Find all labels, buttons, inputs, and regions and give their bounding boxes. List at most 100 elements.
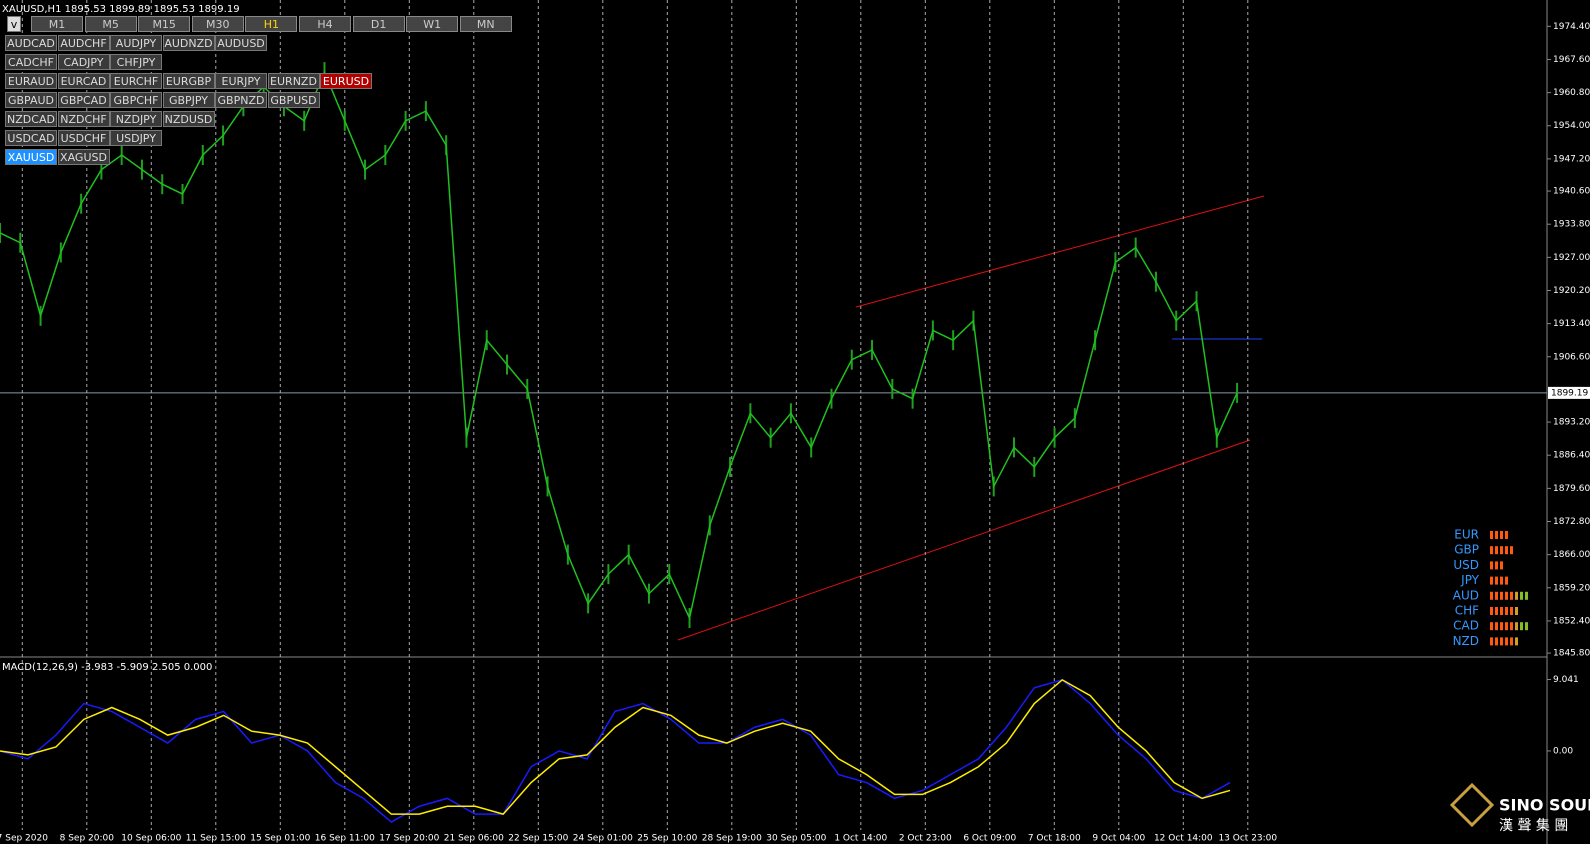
strength-bar	[1490, 622, 1493, 631]
strength-bar	[1490, 576, 1493, 585]
timeframe-button[interactable]: M30	[191, 16, 244, 32]
logo-subtitle: 漢 聲 集 團	[1499, 817, 1568, 834]
timeframe-button[interactable]: M5	[84, 16, 137, 32]
strength-bar	[1520, 622, 1523, 631]
symbol-button[interactable]: GBPCAD	[57, 92, 110, 108]
x-tick-label: 7 Oct 18:00	[1028, 834, 1081, 844]
symbol-button[interactable]: CADJPY	[57, 54, 110, 70]
price-line	[0, 70, 1238, 621]
strength-bar	[1495, 607, 1498, 615]
timeframe-button[interactable]: H1	[245, 16, 298, 32]
symbol-button[interactable]: GBPJPY	[162, 92, 215, 108]
timeframe-button[interactable]: D1	[352, 16, 405, 32]
timeframe-button[interactable]: H4	[299, 16, 351, 32]
symbol-button[interactable]: GBPUSD	[267, 92, 320, 108]
x-tick-label: 22 Sep 15:00	[508, 834, 568, 844]
strength-bar	[1515, 622, 1518, 631]
x-tick-label: 11 Sep 15:00	[186, 834, 246, 844]
strength-bar	[1490, 607, 1493, 615]
y-tick-label: 1927.00	[1553, 253, 1590, 263]
menu-button[interactable]: v	[7, 16, 21, 32]
strength-bar	[1505, 607, 1508, 615]
current-price-box	[1548, 386, 1590, 399]
x-tick-label: 24 Sep 01:00	[573, 834, 633, 844]
strength-bar	[1510, 622, 1513, 631]
strength-bar	[1500, 637, 1503, 646]
symbol-button[interactable]: EURJPY	[215, 73, 267, 89]
symbol-button[interactable]: USDCHF	[57, 130, 110, 146]
strength-bar	[1495, 591, 1498, 600]
strength-bar	[1515, 607, 1518, 615]
strength-bar	[1495, 561, 1498, 570]
symbol-button[interactable]: CADCHF	[5, 54, 57, 70]
timeframe-button[interactable]: M1	[31, 16, 83, 32]
y-tick-label: 1960.80	[1553, 88, 1590, 98]
channel-top	[855, 195, 1265, 308]
currency-label: CAD	[1453, 619, 1479, 633]
y-tick-label: 1940.60	[1553, 187, 1590, 197]
timeframe-button[interactable]: W1	[406, 16, 459, 32]
y-tick-label: 1913.40	[1553, 319, 1590, 329]
currency-label: AUD	[1453, 588, 1479, 602]
symbol-button[interactable]: XAGUSD	[57, 149, 110, 165]
currency-label: JPY	[1460, 573, 1480, 587]
x-tick-label: 12 Oct 14:00	[1154, 834, 1213, 844]
y-tick-label: 1852.40	[1553, 616, 1590, 626]
symbol-button[interactable]: NZDJPY	[110, 111, 162, 127]
strength-bar	[1510, 591, 1513, 600]
timeframe-button[interactable]: MN	[459, 16, 512, 32]
y-tick-label: 1859.20	[1553, 583, 1590, 593]
x-tick-label: 28 Sep 19:00	[702, 834, 762, 844]
y-tick-label: 1974.40	[1553, 22, 1590, 32]
symbol-button[interactable]: EURCAD	[57, 73, 110, 89]
symbol-button[interactable]: EURAUD	[5, 73, 57, 89]
strength-bar	[1500, 546, 1503, 555]
symbol-button[interactable]: AUDJPY	[110, 35, 162, 51]
y-tick-label: 1893.20	[1553, 418, 1590, 428]
x-tick-label: 7 Sep 2020	[0, 834, 48, 844]
symbol-button[interactable]: EURUSD	[320, 73, 372, 89]
strength-bar	[1505, 637, 1508, 646]
symbol-button[interactable]: NZDCHF	[57, 111, 110, 127]
symbol-button[interactable]: EURGBP	[162, 73, 215, 89]
symbol-button[interactable]: GBPAUD	[5, 92, 57, 108]
symbol-button[interactable]: CHFJPY	[110, 54, 162, 70]
y-tick-label: 1954.00	[1553, 121, 1590, 131]
channel-bottom	[677, 439, 1251, 641]
y-tick-label: 1872.80	[1553, 517, 1590, 527]
symbol-button[interactable]: AUDUSD	[215, 35, 267, 51]
y-tick-label: 1845.80	[1553, 649, 1590, 659]
strength-bar	[1510, 637, 1513, 646]
timeframe-button[interactable]: M15	[138, 16, 191, 32]
x-tick-label: 6 Oct 09:00	[963, 834, 1016, 844]
x-tick-label: 17 Sep 20:00	[379, 834, 439, 844]
symbol-button[interactable]: NZDUSD	[162, 111, 215, 127]
symbol-button[interactable]: AUDCHF	[57, 35, 110, 51]
symbol-button[interactable]: EURCHF	[110, 73, 162, 89]
symbol-button[interactable]: AUDCAD	[5, 35, 57, 51]
symbol-button[interactable]: GBPNZD	[215, 92, 267, 108]
y-tick-label: 1886.40	[1553, 451, 1590, 461]
x-tick-label: 8 Sep 20:00	[60, 834, 115, 844]
strength-bar	[1500, 561, 1503, 570]
symbol-button[interactable]: AUDNZD	[162, 35, 215, 51]
macd-title: MACD(12,26,9) -3.983 -5.909 2.505 0.000	[2, 662, 212, 673]
strength-bar	[1510, 607, 1513, 615]
symbol-button[interactable]: USDJPY	[110, 130, 162, 146]
currency-label: NZD	[1453, 634, 1479, 648]
x-tick-label: 13 Oct 23:00	[1218, 834, 1277, 844]
y-tick-label: 9.041	[1553, 675, 1579, 685]
symbol-button[interactable]: NZDCAD	[5, 111, 57, 127]
x-tick-label: 1 Oct 14:00	[834, 834, 887, 844]
currency-label: GBP	[1454, 543, 1479, 557]
strength-bar	[1495, 546, 1498, 555]
symbol-button[interactable]: GBPCHF	[110, 92, 162, 108]
strength-bar	[1505, 546, 1508, 555]
symbol-button[interactable]: XAUUSD	[5, 149, 57, 165]
strength-bar	[1505, 531, 1508, 539]
symbol-button[interactable]: USDCAD	[5, 130, 57, 146]
x-tick-label: 30 Sep 05:00	[766, 834, 826, 844]
symbol-button[interactable]: EURNZD	[267, 73, 320, 89]
strength-bar	[1520, 591, 1523, 600]
